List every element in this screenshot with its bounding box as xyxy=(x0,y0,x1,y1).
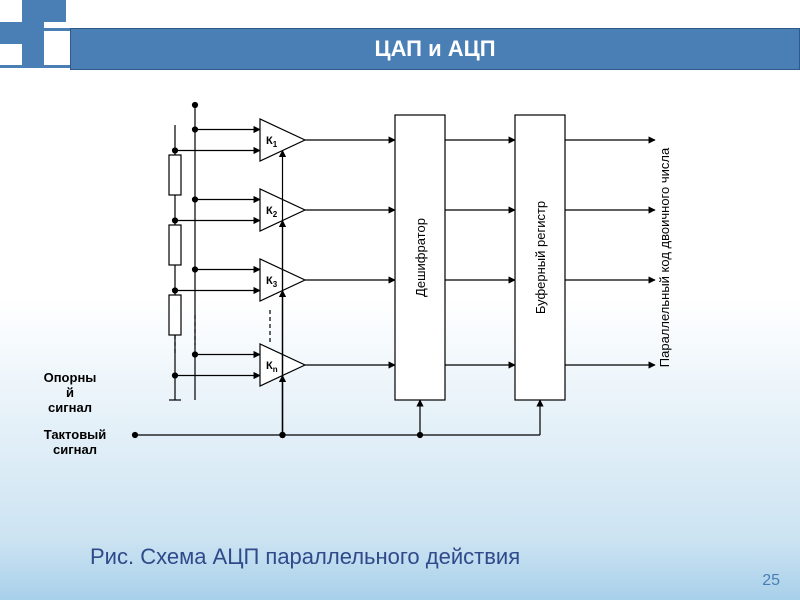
title-bar-stripe xyxy=(0,28,70,68)
svg-text:Параллельный код двоичного чис: Параллельный код двоичного числа xyxy=(657,147,672,367)
slide-title: ЦАП и АЦП xyxy=(375,36,496,62)
svg-text:Дешифратор: Дешифратор xyxy=(413,218,428,297)
title-bar: ЦАП и АЦП xyxy=(70,28,800,70)
block-diagram: К1К2К3КnДешифраторБуферный регистрПаралл… xyxy=(95,95,705,515)
slide: ЦАП и АЦП К1К2К3КnДешифраторБуферный рег… xyxy=(0,0,800,600)
label-reference-signal: Опорныйсигнал xyxy=(35,370,105,415)
figure-caption: Рис. Схема АЦП параллельного действия xyxy=(90,544,520,570)
page-number: 25 xyxy=(762,572,780,590)
diagram-area: К1К2К3КnДешифраторБуферный регистрПаралл… xyxy=(95,95,705,515)
svg-text:Буферный регистр: Буферный регистр xyxy=(533,201,548,314)
label-clock-signal: Тактовыйсигнал xyxy=(35,427,115,457)
